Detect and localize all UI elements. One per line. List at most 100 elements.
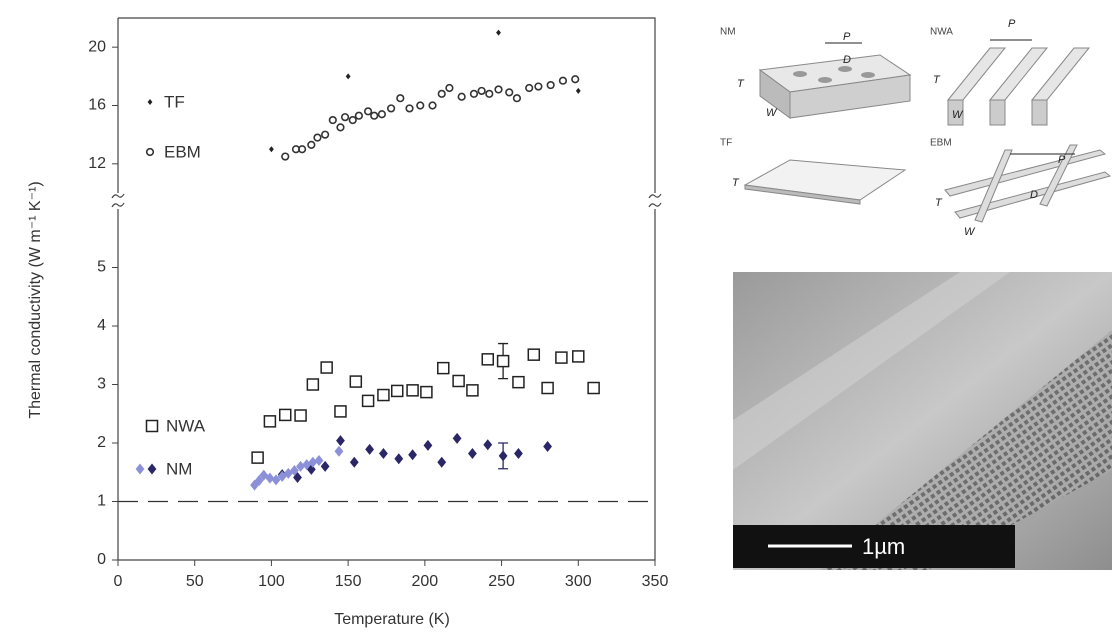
data-point [336,435,345,447]
y2-tick-label: 20 [88,38,106,55]
data-point [445,83,454,93]
data-point [265,472,275,484]
axis-break [111,202,125,208]
data-point [328,115,337,125]
data-point [514,448,523,460]
dimension-label: T [935,197,943,209]
data-point [313,133,322,142]
y-tick-label: 5 [97,259,106,276]
data-point [278,408,292,422]
legend-label: NM [166,459,192,478]
data-point [468,448,477,460]
data-point [377,388,390,402]
x-tick-label: 0 [114,573,123,590]
data-point [306,463,316,475]
data-point [263,415,277,428]
data-point [336,123,345,132]
data-point [587,381,600,395]
data-point [348,115,357,125]
schematic-nwa: NWA P T W [930,18,1091,126]
dimension-label: P [1058,154,1066,166]
y-tick-label: 2 [97,434,106,451]
data-point [457,92,466,101]
x-tick-label: 250 [488,573,515,590]
data-point [575,87,581,94]
x-tick-label: 100 [258,573,285,590]
legend-marker [145,147,155,157]
axis-break [111,193,125,199]
dimension-label: T [737,78,745,90]
legend-marker [147,99,153,105]
data-point [320,460,330,472]
y-tick-label: 1 [97,493,106,510]
data-point [481,353,495,366]
data-point [494,85,503,94]
y-tick-label: 4 [97,317,106,334]
x-tick-label: 150 [335,573,362,590]
data-point [294,409,307,422]
dimension-label: P [1008,18,1016,30]
dimension-label: T [732,177,740,189]
dimension-label: W [766,107,778,119]
legend-label: NWA [166,416,206,435]
data-point [496,29,501,36]
dimension-label: D [1030,189,1038,201]
data-point [534,82,543,91]
axis-break [648,202,662,208]
legend-label: TF [164,92,185,111]
data-point [306,378,320,391]
data-point [281,152,290,161]
data-point [405,104,414,113]
data-point [483,439,493,451]
data-point [308,456,318,468]
data-point [340,113,350,122]
dimension-label: W [952,109,964,121]
data-point [296,460,305,472]
data-point [394,453,404,465]
data-point [437,361,450,375]
legend-marker [135,463,145,475]
data-point [396,94,405,103]
data-point [452,374,465,388]
data-point [314,455,324,467]
data-point [437,89,446,98]
data-point [298,145,307,154]
data-point [546,80,555,90]
schematic-nm: NM P D T W [720,27,912,119]
data-point [259,469,269,481]
schematic-label: TF [720,138,732,149]
data-point [406,384,419,397]
data-point [363,107,373,116]
x-tick-label: 300 [565,573,592,590]
x-tick-label: 200 [412,573,439,590]
data-point [379,448,388,460]
data-point [334,405,347,418]
data-point [271,474,281,486]
data-point [361,394,375,408]
data-point [541,381,554,395]
legend-marker [147,463,157,475]
data-point [365,443,375,455]
y2-tick-label: 12 [88,155,106,172]
data-point [377,110,386,119]
data-point [496,354,510,368]
dimension-label: D [843,54,851,66]
data-point [571,75,580,84]
y-axis-label: Thermal conductivity (W m⁻¹ K⁻¹) [27,181,44,418]
data-point [269,146,274,153]
data-point [543,441,552,453]
data-point [290,464,299,476]
data-point [572,350,585,363]
y-tick-label: 3 [97,376,106,393]
data-point [370,111,379,120]
x-tick-label: 50 [186,573,204,590]
schematic-label: EBM [930,138,952,149]
data-point [498,450,508,462]
data-point [254,474,264,486]
legend-marker [145,419,159,433]
x-axis-label: Temperature (K) [334,611,450,628]
data-point [390,384,404,398]
data-point [251,451,264,464]
